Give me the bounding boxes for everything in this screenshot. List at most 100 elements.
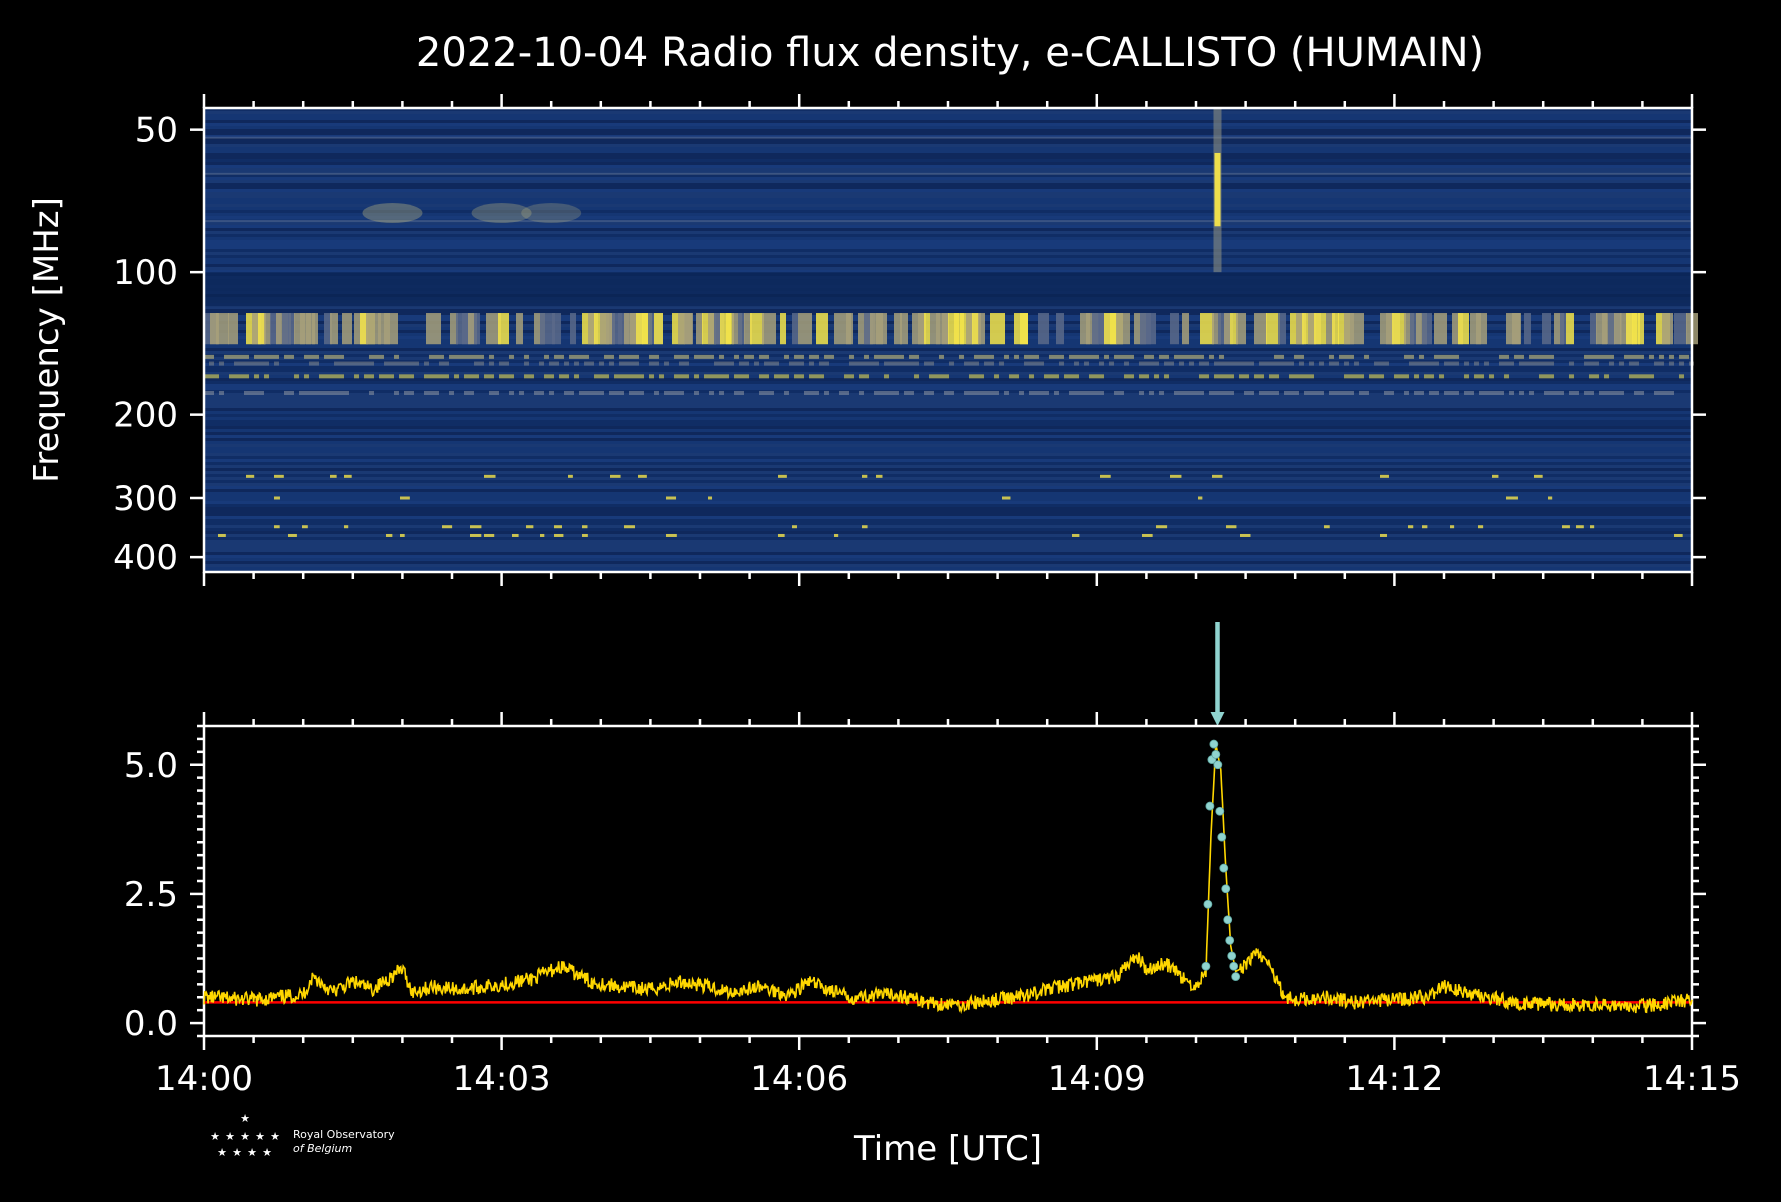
spectrogram-row: [204, 498, 1692, 501]
rfi-line-segment: [1429, 390, 1434, 395]
rfi-line-segment: [859, 390, 864, 395]
rfi-line-segment: [1424, 374, 1429, 379]
rfi-line-segment: [734, 390, 739, 395]
spectrogram-panel: 50 100 200 300 400 Frequency [MHz]: [27, 94, 1706, 586]
rfi-block: [1200, 313, 1214, 345]
rfi-block: [1626, 313, 1637, 345]
rfi-line-segment: [439, 354, 444, 359]
rfi-line-segment: [559, 354, 564, 359]
rfi-line-segment: [479, 361, 484, 366]
rfi-line-segment: [1669, 361, 1674, 366]
y-tick-label: 300: [113, 479, 178, 519]
rfi-line-segment: [894, 354, 899, 359]
rfi-line-segment: [1434, 361, 1439, 366]
rfi-block: [1476, 313, 1487, 345]
rfi-line-segment: [1529, 354, 1534, 359]
rfi-line-segment: [844, 374, 849, 379]
spectrogram-speckle: [1156, 525, 1168, 529]
rfi-line-segment: [1584, 361, 1589, 366]
rfi-line-segment: [1364, 354, 1369, 359]
rfi-block: [1632, 313, 1640, 345]
rfi-line-segment: [639, 390, 644, 395]
rfi-line-segment: [894, 390, 899, 395]
rfi-line-segment: [1619, 390, 1624, 395]
rfi-line-segment: [1539, 361, 1544, 366]
rfi-line-segment: [364, 374, 369, 379]
rfi-line-segment: [814, 390, 819, 395]
rfi-line-segment: [964, 361, 969, 366]
flux-x-label: Time [UTC]: [853, 1129, 1042, 1169]
rfi-line-segment: [264, 374, 269, 379]
rfi-line-segment: [274, 361, 279, 366]
rfi-block: [1560, 313, 1566, 345]
rfi-line-segment: [1229, 361, 1234, 366]
rfi-line-segment: [619, 390, 624, 395]
rfi-line-segment: [324, 354, 329, 359]
rfi-line-segment: [1034, 390, 1039, 395]
rfi-line-segment: [334, 390, 339, 395]
spectrogram-row: [204, 213, 1692, 216]
rfi-line-segment: [464, 390, 469, 395]
spectrogram-row: [204, 411, 1692, 414]
rfi-line-segment: [1269, 390, 1274, 395]
rfi-line-segment: [1179, 354, 1184, 359]
rfi-block: [516, 313, 523, 345]
spectrogram-speckle: [1450, 525, 1455, 529]
rfi-line-segment: [1669, 390, 1674, 395]
spectrogram-row: [204, 525, 1692, 528]
spectrogram-row: [204, 177, 1692, 180]
spectrogram-row: [204, 345, 1692, 348]
spectrogram-row: [204, 120, 1692, 123]
rfi-line-segment: [1179, 361, 1184, 366]
rfi-block: [1314, 313, 1326, 345]
rfi-line-segment: [1469, 390, 1474, 395]
rfi-line-segment: [464, 374, 469, 379]
rfi-line-segment: [319, 374, 324, 379]
rfi-line-segment: [1159, 390, 1164, 395]
spectrogram-speckle: [876, 474, 883, 478]
rfi-line-segment: [1209, 354, 1214, 359]
rfi-line-segment: [1224, 390, 1229, 395]
rfi-line-segment: [1624, 354, 1629, 359]
x-tick-label: 14:00: [155, 1059, 253, 1099]
spectrogram-speckle: [1002, 496, 1011, 500]
spectrogram-speckle: [708, 496, 713, 500]
rfi-line-segment: [1489, 374, 1494, 379]
rfi-line-segment: [1349, 354, 1354, 359]
rfi-line-segment: [1254, 374, 1259, 379]
highlight-point: [1229, 961, 1239, 971]
rfi-line-segment: [234, 361, 239, 366]
rfi-line-segment: [1054, 374, 1059, 379]
rfi-line-segment: [1014, 374, 1019, 379]
rfi-line-segment: [1084, 361, 1089, 366]
rfi-line-segment: [1429, 374, 1434, 379]
rfi-block: [210, 313, 219, 345]
rfi-line-segment: [1434, 354, 1439, 359]
rfi-line-segment: [984, 361, 989, 366]
rfi-block: [300, 313, 311, 345]
rfi-line-segment: [489, 361, 494, 366]
spectrogram-row: [204, 183, 1692, 186]
spectrogram-row: [204, 174, 1692, 177]
rfi-line-segment: [1224, 361, 1229, 366]
rfi-line-segment: [414, 361, 419, 366]
rfi-line-segment: [1619, 361, 1624, 366]
rfi-line-segment: [1099, 390, 1104, 395]
spectrogram-row: [204, 519, 1692, 522]
rfi-line-segment: [1659, 361, 1664, 366]
rfi-block: [696, 313, 703, 345]
rfi-line-segment: [1119, 354, 1124, 359]
spectrogram-row: [204, 210, 1692, 213]
rfi-line-segment: [249, 361, 254, 366]
rfi-line-segment: [784, 354, 789, 359]
rfi-line-segment: [424, 361, 429, 366]
rfi-line-segment: [324, 390, 329, 395]
rfi-block: [1254, 313, 1267, 345]
spectrogram-row: [204, 564, 1692, 567]
rfi-block: [918, 313, 926, 345]
rfi-line-segment: [934, 374, 939, 379]
rfi-line-segment: [499, 361, 504, 366]
rfi-line-segment: [614, 374, 619, 379]
rfi-line-segment: [329, 354, 334, 359]
rfi-line-segment: [269, 354, 274, 359]
